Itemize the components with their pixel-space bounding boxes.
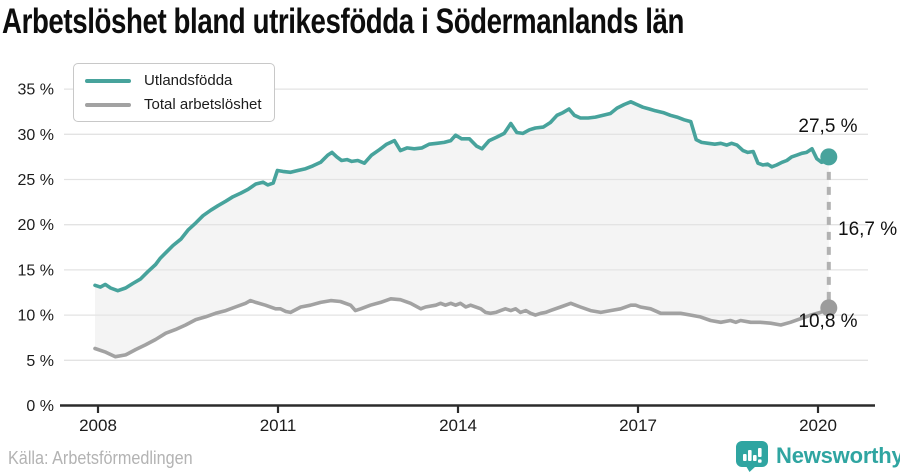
annotation-difference-value: 16,7 % bbox=[838, 219, 898, 240]
y-tick-label: 25 % bbox=[18, 172, 54, 189]
y-tick-label: 30 % bbox=[18, 127, 54, 144]
y-tick-label: 10 % bbox=[18, 308, 54, 325]
legend-label-total: Total arbetslöshet bbox=[144, 96, 262, 113]
x-tick-label: 2014 bbox=[439, 416, 477, 435]
x-tick-label: 2011 bbox=[260, 416, 297, 435]
source-credit: Källa: Arbetsförmedlingen bbox=[8, 448, 193, 468]
y-tick-label: 15 % bbox=[18, 262, 54, 279]
legend-swatch-teal-icon bbox=[85, 78, 131, 83]
newsworthy-logo[interactable]: Newsworthy bbox=[735, 440, 900, 472]
annotation-total-value: 10,8 % bbox=[798, 311, 858, 332]
x-tick-label: 2008 bbox=[79, 416, 117, 435]
fill-between-area bbox=[95, 101, 829, 357]
page-title: Arbetslöshet bland utrikesfödda i Söderm… bbox=[2, 2, 684, 41]
end-dot-utlandsfodda bbox=[820, 148, 838, 166]
y-tick-label: 35 % bbox=[18, 82, 54, 99]
series-line-utlandsfodda bbox=[93, 100, 831, 293]
series-line-total bbox=[93, 296, 831, 359]
x-tick-label: 2017 bbox=[619, 416, 657, 435]
legend-swatch-gray-icon bbox=[85, 102, 131, 107]
newsworthy-badge-icon bbox=[736, 441, 768, 472]
newsworthy-wordmark: Newsworthy bbox=[776, 443, 900, 468]
y-tick-label: 20 % bbox=[18, 217, 54, 234]
legend: Utlandsfödda Total arbetslöshet bbox=[73, 63, 275, 122]
legend-item-utlandsfodda: Utlandsfödda bbox=[85, 72, 263, 89]
legend-label-utlandsfodda: Utlandsfödda bbox=[144, 72, 233, 89]
end-dot-total bbox=[820, 299, 838, 317]
x-tick-label: 2020 bbox=[799, 416, 837, 435]
y-tick-label: 5 % bbox=[26, 353, 54, 370]
annotation-foreign-born-value: 27,5 % bbox=[798, 116, 858, 137]
legend-item-total: Total arbetslöshet bbox=[85, 96, 263, 113]
y-tick-label: 0 % bbox=[26, 398, 54, 415]
